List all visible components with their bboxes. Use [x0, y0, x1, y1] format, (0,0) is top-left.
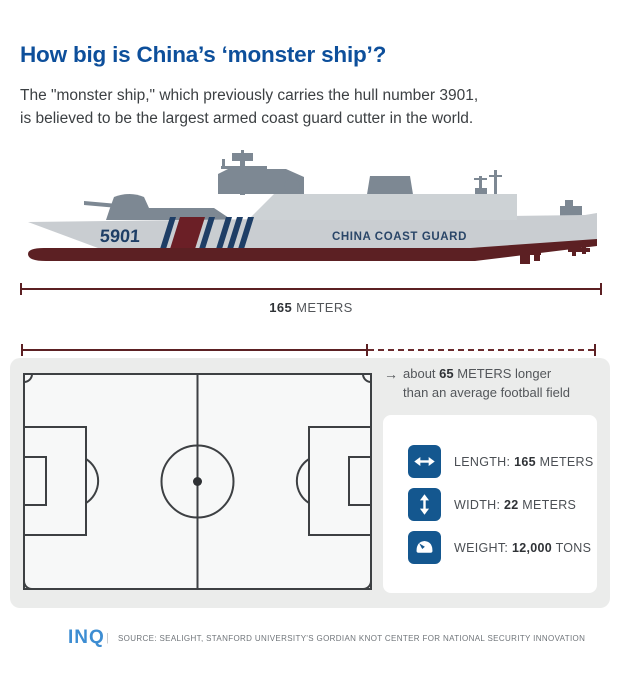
stat-text-length: LENGTH: 165 METERS — [454, 454, 594, 469]
subtitle-line-2: is believed to be the largest armed coas… — [20, 109, 474, 127]
center-spot — [193, 477, 202, 486]
page-subtitle: The "monster ship," which previously car… — [20, 85, 580, 130]
field-tick-mid — [366, 344, 368, 356]
field-measure-line-solid — [21, 344, 368, 356]
stats-card: LENGTH: 165 METERS WIDTH: 22 METERS WEIG… — [383, 415, 597, 593]
ship-length-label: 165 METERS — [269, 300, 353, 315]
extra-tick-right — [594, 344, 596, 356]
source-credit: SOURCE: SEALIGHT, STANFORD UNIVERSITY'S … — [118, 634, 586, 643]
ship-illustration: 5901 CHINA COAST GUARD — [28, 150, 597, 264]
ship-length-measure-line — [20, 283, 602, 295]
measure-tick-left — [20, 283, 22, 295]
inq-logo: INQ — [68, 627, 105, 648]
footer-separator: | — [106, 632, 109, 644]
weight-scale-icon — [408, 531, 441, 564]
width-arrow-icon — [408, 488, 441, 521]
hull-stripe-group — [160, 217, 254, 249]
stat-row-width: WIDTH: 22 METERS — [408, 488, 576, 521]
comparison-note: about 65 METERS longer than an average f… — [403, 365, 588, 402]
extra-measure-line-dashed — [368, 349, 594, 351]
note-arrow-icon: → — [384, 366, 398, 382]
stat-text-weight: WEIGHT: 12,000 TONS — [454, 540, 592, 555]
note-line-2: than an average football field — [403, 384, 570, 400]
ship-deckhouse — [248, 194, 517, 220]
measure-tick-right — [600, 283, 602, 295]
note-line-1: about 65 METERS longer — [403, 366, 552, 381]
length-arrow-icon — [408, 445, 441, 478]
field-tick-left — [21, 344, 23, 356]
ship-waterline — [28, 239, 597, 264]
stat-row-length: LENGTH: 165 METERS — [408, 445, 594, 478]
field-lines — [23, 373, 372, 590]
stat-text-width: WIDTH: 22 METERS — [454, 497, 577, 512]
football-field-diagram — [23, 373, 372, 590]
page-title: How big is China’s ‘monster ship’? — [20, 42, 387, 67]
hull-number: 5901 — [99, 226, 140, 246]
subtitle-line-1: The "monster ship," which previously car… — [20, 87, 479, 104]
stat-row-weight: WEIGHT: 12,000 TONS — [408, 531, 591, 564]
coast-guard-label: CHINA COAST GUARD — [332, 231, 467, 243]
